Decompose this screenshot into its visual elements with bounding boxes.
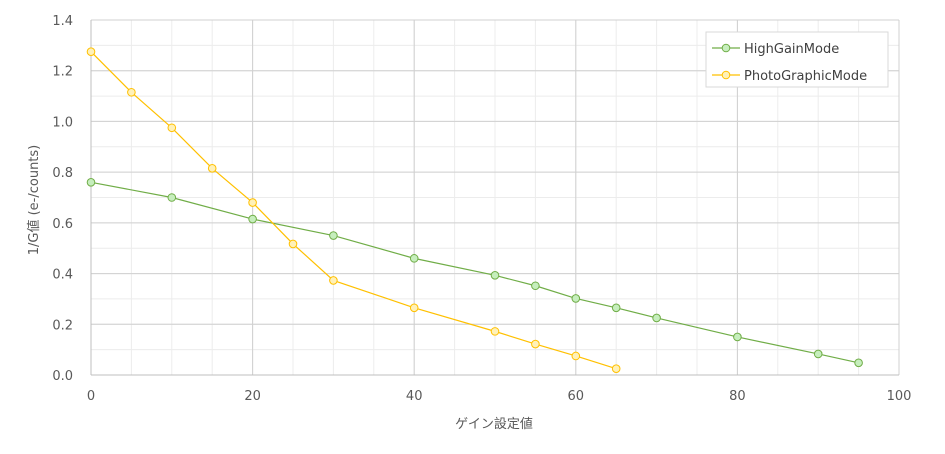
y-tick-label: 0.8 — [52, 166, 73, 181]
data-point — [571, 351, 581, 361]
series-group — [86, 47, 863, 373]
series-PhotoGraphicMode — [86, 47, 621, 373]
legend-label: HighGainMode — [744, 42, 839, 57]
data-point — [733, 332, 742, 342]
y-tick-label: 1.0 — [52, 115, 73, 130]
series-line — [90, 51, 617, 370]
data-point — [329, 231, 338, 240]
data-point — [611, 364, 621, 373]
x-tick-label: 60 — [568, 389, 585, 404]
data-point — [207, 164, 217, 173]
data-point — [329, 276, 338, 285]
data-point — [531, 339, 540, 349]
series-line — [90, 181, 859, 364]
axes — [90, 20, 899, 376]
data-point — [813, 349, 823, 359]
x-tick-label: 100 — [887, 389, 912, 404]
y-tick-label: 1.2 — [52, 65, 73, 80]
x-tick-label: 40 — [406, 389, 423, 404]
legend-box — [705, 31, 889, 88]
data-point — [127, 87, 136, 97]
x-tick-label: 0 — [87, 389, 95, 404]
data-point — [409, 303, 419, 313]
data-point — [409, 254, 419, 263]
x-tick-label: 20 — [244, 389, 261, 404]
legend-swatch-marker — [721, 70, 731, 80]
y-tick-label: 0.4 — [52, 268, 73, 283]
legend-label: PhotoGraphicMode — [744, 69, 867, 84]
data-point — [531, 281, 540, 291]
y-axis-title: 1/G値 (e-/counts) — [26, 145, 42, 256]
tick-labels: 0 20 40 60 80 100 0.0 0.2 0.4 0.6 0.8 1.0 1.2 1.4 — [52, 14, 911, 404]
data-point — [86, 47, 96, 56]
data-point — [490, 327, 500, 336]
series-HighGainMode — [86, 177, 863, 368]
data-point — [288, 239, 298, 249]
data-point — [167, 123, 177, 133]
legend-item: PhotoGraphicMode — [712, 69, 867, 84]
data-point — [490, 271, 500, 280]
y-tick-label: 0.6 — [52, 217, 73, 232]
data-point — [611, 303, 621, 313]
y-tick-label: 0.2 — [52, 318, 73, 333]
data-point — [248, 214, 257, 224]
x-axis-title: ゲイン設定値 — [455, 416, 533, 432]
data-point — [248, 198, 257, 207]
legend: HighGainMode PhotoGraphicMode — [705, 31, 889, 88]
data-point — [86, 177, 96, 187]
data-point — [854, 358, 863, 368]
legend-swatch-marker — [721, 43, 731, 53]
data-point — [571, 294, 581, 303]
y-tick-label: 0.0 — [52, 369, 73, 384]
grid — [90, 19, 900, 376]
legend-item: HighGainMode — [712, 42, 839, 57]
x-tick-label: 80 — [729, 389, 746, 404]
data-point — [652, 313, 661, 323]
y-tick-label: 1.4 — [52, 14, 73, 29]
data-point — [167, 193, 177, 202]
